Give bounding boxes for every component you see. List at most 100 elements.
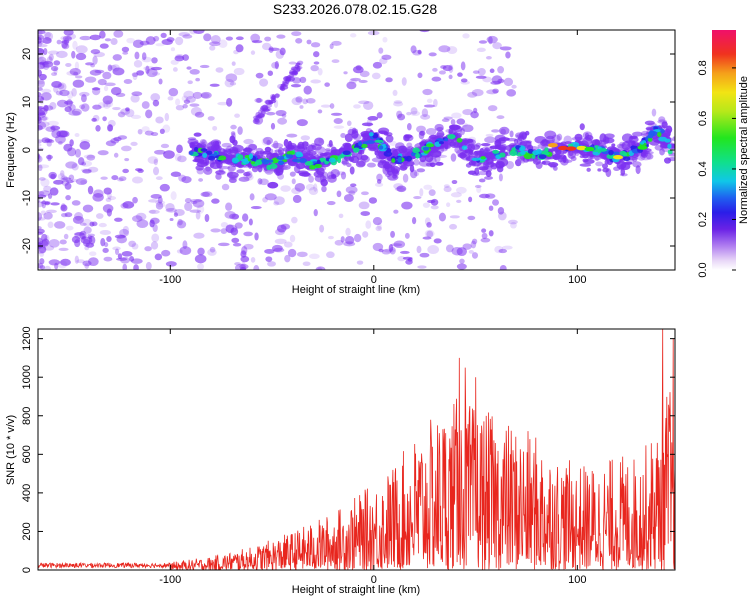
noise-blob <box>326 200 336 206</box>
noise-blob <box>38 108 48 116</box>
noise-blob <box>250 256 256 263</box>
noise-blob <box>359 70 370 78</box>
noise-blob <box>38 245 47 254</box>
noise-blob <box>81 162 87 166</box>
noise-blob <box>38 194 47 198</box>
noise-blob <box>103 187 112 195</box>
noise-blob <box>438 70 446 75</box>
noise-blob <box>358 201 370 210</box>
ridge-core-blob <box>316 159 321 166</box>
noise-blob <box>148 199 159 203</box>
ridge-blob <box>480 143 491 147</box>
noise-blob <box>267 70 274 76</box>
noise-blob <box>48 53 54 61</box>
ridge-blob <box>621 141 631 151</box>
ridge-blob <box>571 136 584 141</box>
y-tick-label: 400 <box>21 484 33 502</box>
ridge-core-blob <box>623 156 631 162</box>
ridge-core-blob <box>378 145 384 150</box>
noise-blob <box>486 89 499 95</box>
noise-blob <box>176 249 183 254</box>
noise-blob <box>38 111 42 117</box>
noise-blob <box>192 91 203 99</box>
ridge-blob <box>484 176 493 180</box>
noise-blob <box>492 42 502 50</box>
ridge-blob <box>471 172 481 177</box>
noise-blob <box>352 65 364 74</box>
noise-blob <box>419 252 430 258</box>
noise-blob <box>103 103 108 108</box>
noise-blob <box>220 221 229 228</box>
y-tick-label: 0 <box>21 147 33 153</box>
noise-blob <box>336 190 342 198</box>
noise-blob <box>485 56 492 60</box>
noise-blob <box>66 179 74 184</box>
noise-blob <box>85 62 94 66</box>
noise-blob <box>175 98 181 106</box>
ridge-blob <box>646 151 654 155</box>
noise-blob <box>41 116 48 121</box>
ridge-blob <box>243 171 251 177</box>
noise-blob <box>433 98 438 108</box>
noise-blob <box>43 245 55 251</box>
noise-blob <box>226 97 233 107</box>
peak-blob <box>576 145 587 151</box>
ridge-blob <box>313 170 324 178</box>
noise-blob <box>390 243 403 247</box>
ridge-blob <box>579 163 592 167</box>
noise-blob <box>155 201 164 210</box>
ridge-blob <box>328 139 333 148</box>
noise-blob <box>313 183 318 192</box>
noise-blob <box>102 204 114 213</box>
noise-blob <box>110 86 122 96</box>
noise-blob <box>288 61 297 65</box>
ridge-blob <box>416 168 426 173</box>
noise-blob <box>125 107 130 112</box>
noise-blob <box>38 109 46 116</box>
noise-blob <box>38 47 45 56</box>
ridge-core-blob <box>438 141 444 145</box>
noise-blob <box>275 50 285 59</box>
diagonal-blob <box>265 100 272 105</box>
noise-blob <box>315 266 326 270</box>
ridge-core-blob <box>667 149 673 155</box>
ridge-blob <box>191 141 200 149</box>
ridge-blob <box>597 168 602 172</box>
noise-blob <box>195 77 200 82</box>
noise-blob <box>92 104 102 110</box>
noise-blob <box>496 115 505 120</box>
noise-blob <box>358 100 370 105</box>
noise-blob <box>117 111 126 118</box>
ridge-core-blob <box>188 150 194 155</box>
diagonal-blob <box>296 62 301 66</box>
peak-blob <box>547 143 558 148</box>
noise-blob <box>47 120 59 126</box>
noise-blob <box>470 240 477 249</box>
noise-blob <box>149 209 156 214</box>
noise-blob <box>182 240 188 250</box>
noise-blob <box>286 133 298 138</box>
ridge-blob <box>355 160 366 168</box>
ridge-blob <box>208 141 215 147</box>
noise-blob <box>73 71 79 76</box>
noise-blob <box>202 191 213 198</box>
noise-blob <box>471 89 484 97</box>
noise-blob <box>65 225 74 231</box>
ridge-blob <box>632 161 642 168</box>
noise-blob <box>68 110 81 116</box>
noise-blob <box>510 221 517 229</box>
noise-blob <box>88 257 99 266</box>
ridge-blob <box>629 135 638 140</box>
noise-blob <box>38 95 45 102</box>
noise-blob <box>38 92 42 97</box>
noise-blob <box>229 213 240 220</box>
noise-blob <box>448 74 453 80</box>
noise-blob <box>498 248 508 254</box>
noise-blob <box>43 185 52 192</box>
spectrogram-x-label: Height of straight line (km) <box>292 284 420 296</box>
noise-blob <box>456 263 467 270</box>
ridge-blob <box>644 120 655 126</box>
noise-blob <box>95 213 104 219</box>
noise-blob <box>338 213 344 219</box>
ridge-blob <box>582 137 593 146</box>
